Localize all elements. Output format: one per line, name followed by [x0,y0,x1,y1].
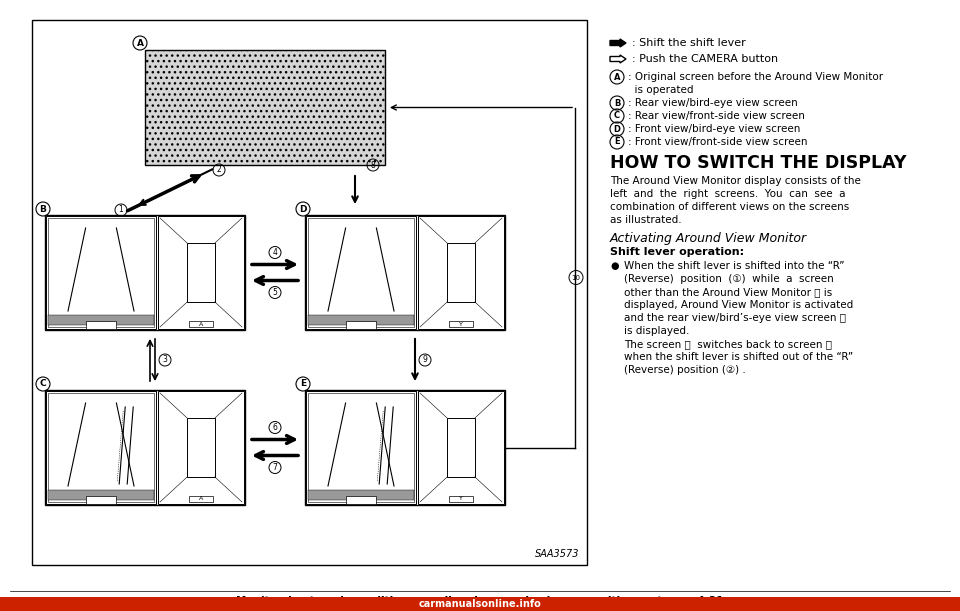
Text: combination of different views on the screens: combination of different views on the sc… [610,202,850,212]
Text: : Original screen before the Around View Monitor: : Original screen before the Around View… [628,72,883,82]
Text: other than the Around View Monitor Ⓐ is: other than the Around View Monitor Ⓐ is [624,287,832,297]
Bar [308,393,414,502]
Text: C: C [614,111,620,120]
Bar [189,496,213,502]
Bar [308,315,414,325]
Text: displayed, Around View Monitor is activated: displayed, Around View Monitor is activa… [624,300,853,310]
Bar [418,216,504,329]
Bar [346,496,376,504]
Text: C: C [39,379,46,389]
Text: : Shift the shift lever: : Shift the shift lever [632,38,746,48]
Text: 9: 9 [422,356,427,365]
Text: A: A [199,321,204,326]
Text: Y: Y [459,497,463,502]
Text: 6: 6 [273,423,277,432]
Text: 10: 10 [571,274,581,280]
Text: B: B [39,205,46,213]
Bar [145,50,385,165]
Text: A: A [136,38,143,48]
Bar [0,597,960,611]
Text: A: A [613,73,620,81]
Text: when the shift lever is shifted out of the “R”: when the shift lever is shifted out of t… [624,352,853,362]
Text: : Push the CAMERA button: : Push the CAMERA button [632,54,779,64]
Bar [308,218,414,327]
Text: 2: 2 [217,166,222,175]
Bar [306,391,416,504]
Bar [32,20,587,565]
Text: Activating Around View Monitor: Activating Around View Monitor [610,232,807,245]
Bar [48,218,154,327]
Text: HOW TO SWITCH THE DISPLAY: HOW TO SWITCH THE DISPLAY [610,154,906,172]
Bar [46,391,156,504]
Bar [305,215,505,330]
Text: left  and  the  right  screens.  You  can  see  a: left and the right screens. You can see … [610,189,846,199]
Text: 8: 8 [371,161,375,169]
Text: Shift lever operation:: Shift lever operation: [610,247,744,257]
Text: Monitor, heater, air conditioner, audio, phone and voice recognition systems   4: Monitor, heater, air conditioner, audio,… [236,596,724,606]
Text: 1: 1 [119,205,124,214]
Text: When the shift lever is shifted into the “R”: When the shift lever is shifted into the… [624,261,845,271]
Bar [48,315,154,325]
Bar [187,243,215,302]
Bar [158,216,244,329]
FancyArrow shape [610,55,626,63]
Text: A: A [199,497,204,502]
Bar [418,391,504,504]
Bar [447,418,475,477]
Text: 7: 7 [273,463,277,472]
Text: The screen Ⓑ  switches back to screen Ⓐ: The screen Ⓑ switches back to screen Ⓐ [624,339,832,349]
Bar [449,321,473,327]
Bar [189,321,213,327]
Bar [45,215,245,330]
Text: (Reverse) position (②) .: (Reverse) position (②) . [624,365,746,375]
Bar [449,496,473,502]
Text: SAA3573: SAA3573 [535,549,579,559]
Bar [85,321,116,329]
Bar [48,393,154,502]
Bar [45,390,245,505]
Text: The Around View Monitor display consists of the: The Around View Monitor display consists… [610,176,861,186]
Text: is displayed.: is displayed. [624,326,689,336]
Text: : Rear view/front-side view screen: : Rear view/front-side view screen [628,111,804,121]
Text: as illustrated.: as illustrated. [610,215,682,225]
Text: 5: 5 [273,288,277,297]
Text: B: B [613,98,620,108]
Text: : Front view/bird-eye view screen: : Front view/bird-eye view screen [628,124,801,134]
Text: is operated: is operated [628,85,693,95]
Bar [305,390,505,505]
Text: 4: 4 [273,248,277,257]
Text: : Rear view/bird-eye view screen: : Rear view/bird-eye view screen [628,98,798,108]
Text: and the rear view/bird’s-eye view screen Ⓑ: and the rear view/bird’s-eye view screen… [624,313,846,323]
Text: : Front view/front-side view screen: : Front view/front-side view screen [628,137,807,147]
Bar [306,216,416,329]
Text: carmanualsonline.info: carmanualsonline.info [419,599,541,609]
Bar [85,496,116,504]
Bar [308,490,414,500]
Bar [346,321,376,329]
Text: Y: Y [459,321,463,326]
Text: E: E [614,137,620,147]
Text: 3: 3 [162,356,167,365]
FancyArrow shape [610,39,626,47]
Bar [158,391,244,504]
Bar [187,418,215,477]
Text: E: E [300,379,306,389]
Text: ●: ● [610,261,618,271]
Text: D: D [613,125,620,133]
Bar [46,216,156,329]
Bar [48,490,154,500]
Bar [447,243,475,302]
Text: D: D [300,205,307,213]
Text: (Reverse)  position  (①)  while  a  screen: (Reverse) position (①) while a screen [624,274,833,284]
